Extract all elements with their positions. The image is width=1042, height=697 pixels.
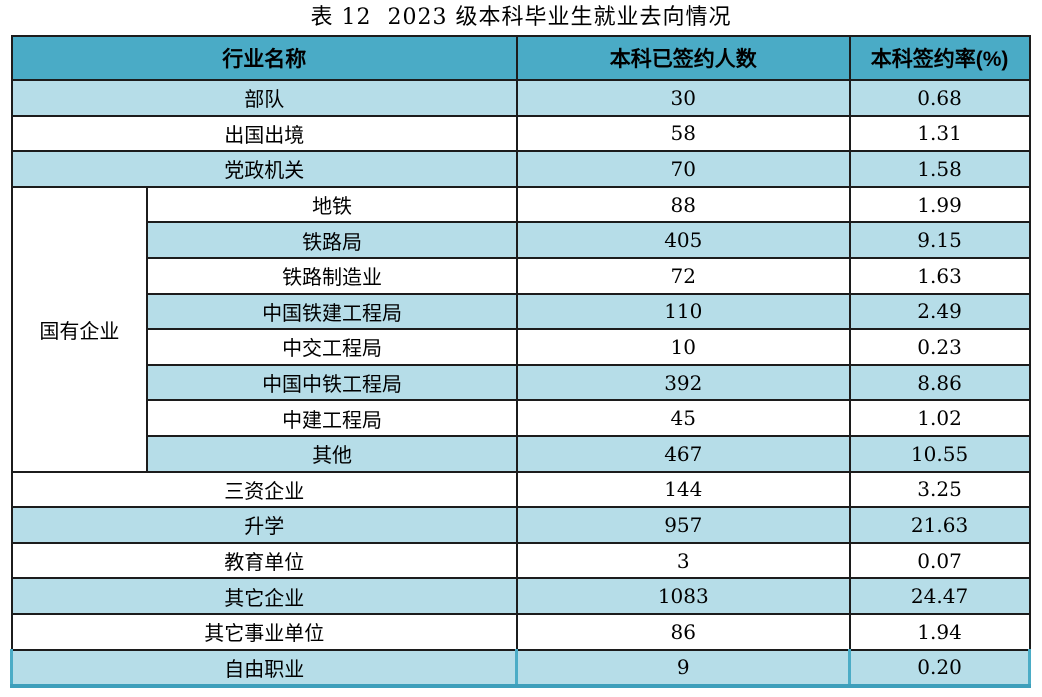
count-cell: 405	[515, 221, 851, 259]
count-cell: 392	[515, 363, 851, 402]
rate-cell: 1.94	[848, 612, 1031, 651]
header-signed-count: 本科已签约人数	[515, 35, 851, 81]
industry-cell: 部队	[10, 79, 518, 117]
industry-cell: 党政机关	[10, 150, 518, 188]
rate-cell: 1.31	[848, 114, 1031, 153]
rate-cell: 2.49	[848, 292, 1031, 331]
count-cell: 110	[515, 292, 851, 331]
table-row: 其他 467 10.55	[12, 434, 1031, 473]
table-row: 其它事业单位 86 1.94	[10, 612, 1031, 651]
count-cell: 467	[515, 434, 851, 473]
count-cell: 45	[515, 399, 851, 437]
table-row: 铁路制造业 72 1.63	[12, 256, 1031, 295]
industry-cell: 自由职业	[9, 648, 519, 689]
rate-cell: 9.15	[848, 221, 1031, 259]
sub-industry-cell: 地铁	[146, 185, 518, 224]
count-cell: 1083	[515, 577, 851, 615]
industry-cell: 其它企业	[10, 577, 518, 615]
table-row: 党政机关 70 1.58	[10, 150, 1031, 188]
rate-cell: 0.20	[848, 648, 1031, 689]
count-cell: 72	[515, 256, 851, 295]
industry-cell: 出国出境	[10, 114, 518, 153]
employment-table: 行业名称 本科已签约人数 本科签约率(%) 部队 30 0.68 出国出境 58…	[9, 35, 1031, 689]
count-cell: 957	[515, 506, 851, 544]
table-row: 教育单位 3 0.07	[10, 541, 1031, 580]
industry-cell: 升学	[10, 506, 518, 544]
rate-cell: 1.02	[848, 399, 1031, 437]
count-cell: 88	[515, 185, 851, 224]
count-cell: 30	[515, 79, 851, 117]
table-row: 三资企业 144 3.25	[10, 470, 1031, 509]
header-industry: 行业名称	[10, 35, 518, 81]
header-sign-rate: 本科签约率(%)	[848, 35, 1031, 81]
industry-cell: 三资企业	[10, 470, 518, 509]
table-row: 升学 957 21.63	[10, 506, 1031, 544]
table-row: 中国铁建工程局 110 2.49	[12, 292, 1031, 331]
header-row: 行业名称 本科已签约人数 本科签约率(%)	[10, 35, 1031, 81]
group-cell-soe: 国有企业	[10, 185, 149, 473]
rate-cell: 0.68	[848, 79, 1031, 117]
rate-cell: 1.99	[848, 185, 1031, 224]
rate-cell: 24.47	[848, 577, 1031, 615]
table-title: 表 12 2023 级本科毕业生就业去向情况	[310, 5, 732, 30]
rate-cell: 21.63	[848, 506, 1031, 544]
rate-cell: 8.86	[848, 363, 1031, 402]
table-row: 国有企业 地铁 88 1.99	[10, 185, 1031, 473]
count-cell: 3	[515, 541, 851, 580]
table-row: 出国出境 58 1.31	[10, 114, 1031, 153]
industry-cell: 教育单位	[10, 541, 518, 580]
sub-industry-cell: 中国中铁工程局	[146, 363, 518, 402]
rate-cell: 3.25	[848, 470, 1031, 509]
rate-cell: 1.63	[848, 256, 1031, 295]
count-cell: 70	[515, 150, 851, 188]
table-row: 中国中铁工程局 392 8.86	[12, 363, 1031, 402]
rate-cell: 0.23	[848, 328, 1031, 366]
count-cell: 10	[515, 328, 851, 366]
sub-industry-cell: 铁路制造业	[146, 256, 518, 295]
sub-industry-cell: 中交工程局	[146, 328, 518, 366]
table-row: 中交工程局 10 0.23	[12, 328, 1031, 366]
industry-cell: 其它事业单位	[10, 612, 518, 651]
sub-industry-cell: 其他	[146, 434, 518, 473]
sub-industry-cell: 铁路局	[146, 221, 518, 259]
count-cell: 9	[515, 648, 852, 689]
table-row: 铁路局 405 9.15	[12, 221, 1031, 259]
rate-cell: 0.07	[848, 541, 1031, 580]
rate-cell: 1.58	[848, 150, 1031, 188]
count-cell: 144	[515, 470, 851, 509]
rate-cell: 10.55	[848, 434, 1031, 473]
table-row: 中建工程局 45 1.02	[12, 399, 1031, 437]
table-row: 其它企业 1083 24.47	[10, 577, 1031, 615]
table-row: 自由职业 9 0.20	[9, 648, 1031, 689]
sub-industry-cell: 中建工程局	[146, 399, 518, 437]
sub-industry-cell: 中国铁建工程局	[146, 292, 518, 331]
count-cell: 58	[515, 114, 851, 153]
table-row: 部队 30 0.68	[10, 79, 1031, 117]
count-cell: 86	[515, 612, 851, 651]
